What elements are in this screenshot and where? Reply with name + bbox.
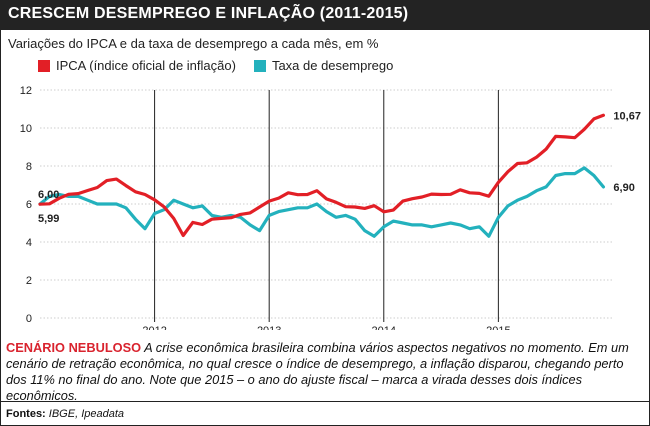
- end-label-ipca: 10,67: [613, 110, 641, 122]
- legend-swatch-unemployment: [253, 59, 266, 72]
- source-label: Fontes:: [6, 408, 46, 420]
- caption-text: A crise econômica brasileira combina vár…: [6, 340, 629, 403]
- start-label-unemployment: 6,00: [38, 189, 59, 201]
- line-chart: 0 2 4 6 8 10 12 2012 2013 2014 2015 6,00 5,99 10,67 6,…: [20, 85, 641, 330]
- legend-label-unemployment: Taxa de desemprego: [271, 58, 394, 73]
- legend-item-ipca: IPCA (índice oficial de inflação): [38, 58, 236, 73]
- x-tick-label: 2014: [372, 325, 396, 330]
- y-tick-label: 2: [26, 275, 32, 287]
- divider: [0, 401, 650, 402]
- x-tick-label: 2015: [486, 325, 510, 330]
- y-tick-label: 4: [26, 237, 32, 249]
- start-label-ipca: 5,99: [38, 213, 59, 225]
- source-value: IBGE, Ipeadata: [45, 408, 125, 420]
- y-tick-label: 8: [26, 161, 32, 173]
- y-tick-label: 6: [26, 199, 32, 211]
- caption-lead: CENÁRIO NEBULOSO: [6, 340, 142, 355]
- legend-swatch-ipca: [38, 59, 50, 72]
- end-label-unemployment: 6,90: [613, 182, 634, 194]
- legend-label-ipca: IPCA (índice oficial de inflação): [56, 58, 236, 73]
- chart-title: CRESCEM DESEMPREGO E INFLAÇÃO (2011-2015…: [8, 5, 409, 22]
- title-bar: CRESCEM DESEMPREGO E INFLAÇÃO (2011-2015…: [0, 0, 650, 30]
- x-tick-label: 2012: [142, 325, 166, 330]
- y-tick-label: 10: [20, 123, 32, 135]
- series-line-unemployment: [38, 166, 606, 238]
- chart-subtitle: Variações do IPCA e da taxa de desempreg…: [8, 36, 379, 51]
- caption: CENÁRIO NEBULOSO A crise econômica brasi…: [6, 340, 642, 404]
- source-note: Fontes: IBGE, Ipeadata: [6, 408, 124, 420]
- y-tick-label: 0: [26, 313, 32, 325]
- legend: IPCA (índice oficial de inflação) Taxa d…: [38, 58, 411, 73]
- x-tick-label: 2013: [257, 325, 281, 330]
- y-tick-label: 12: [20, 85, 32, 97]
- series-line-ipca: [38, 113, 606, 238]
- legend-item-unemployment: Taxa de desemprego: [253, 58, 394, 73]
